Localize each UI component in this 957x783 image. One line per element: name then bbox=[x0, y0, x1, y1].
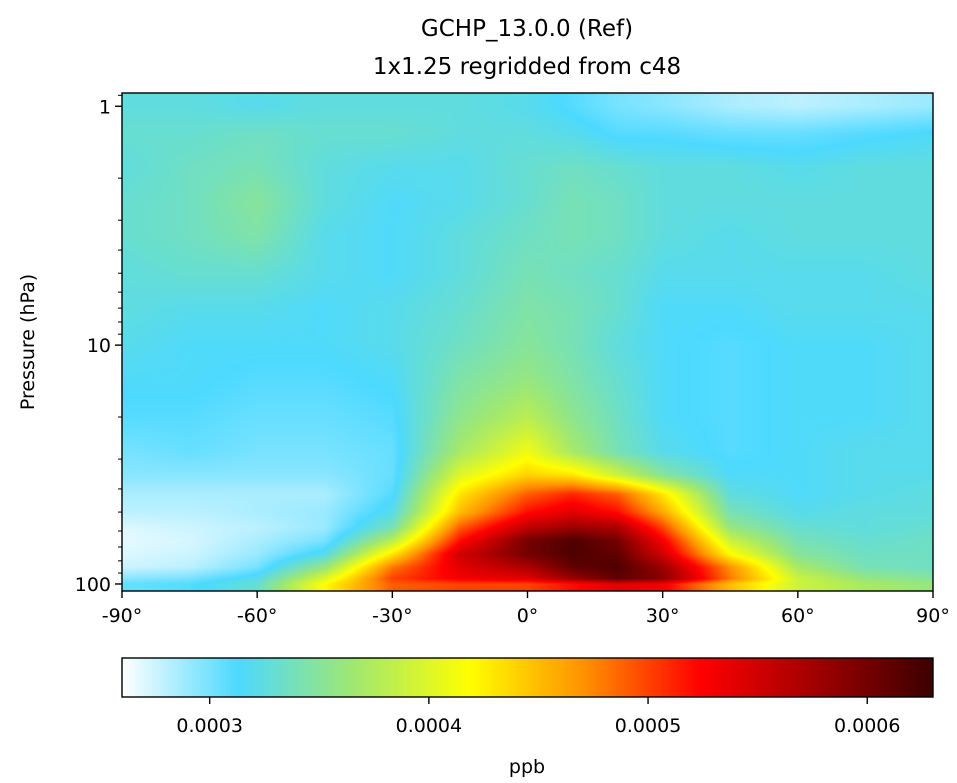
colorbar-axis: 0.0003 0.0004 0.0005 0.0006 bbox=[176, 697, 900, 737]
colorbar-gradient bbox=[122, 658, 933, 697]
x-tick-label: 60° bbox=[781, 605, 815, 627]
colorbar-tick-label: 0.0005 bbox=[615, 715, 681, 737]
x-tick-label: 90° bbox=[916, 605, 950, 627]
colorbar-tick-label: 0.0003 bbox=[176, 715, 242, 737]
colorbar-frame bbox=[121, 657, 934, 698]
y-axis: 1 10 100 bbox=[75, 94, 122, 596]
y-tick-label: 1 bbox=[99, 96, 111, 118]
colorbar-tick-label: 0.0004 bbox=[396, 715, 462, 737]
colorbar-tick-label: 0.0006 bbox=[834, 715, 900, 737]
y-tick-label: 100 bbox=[75, 574, 111, 596]
heatmap-field bbox=[122, 93, 933, 591]
x-tick-label: 0° bbox=[517, 605, 539, 627]
y-tick-label: 10 bbox=[87, 335, 111, 357]
chart-subtitle: 1x1.25 regridded from c48 bbox=[373, 54, 681, 80]
x-tick-label: 30° bbox=[646, 605, 680, 627]
x-tick-label: -60° bbox=[237, 605, 278, 627]
x-axis: -90° -60° -30° 0° 30° 60° 90° bbox=[102, 591, 950, 627]
y-axis-label: Pressure (hPa) bbox=[17, 274, 39, 410]
x-tick-label: -30° bbox=[372, 605, 413, 627]
plot-frame bbox=[121, 92, 934, 592]
colorbar-label: ppb bbox=[509, 756, 545, 778]
x-tick-label: -90° bbox=[102, 605, 143, 627]
chart-title: GCHP_13.0.0 (Ref) bbox=[421, 16, 633, 42]
